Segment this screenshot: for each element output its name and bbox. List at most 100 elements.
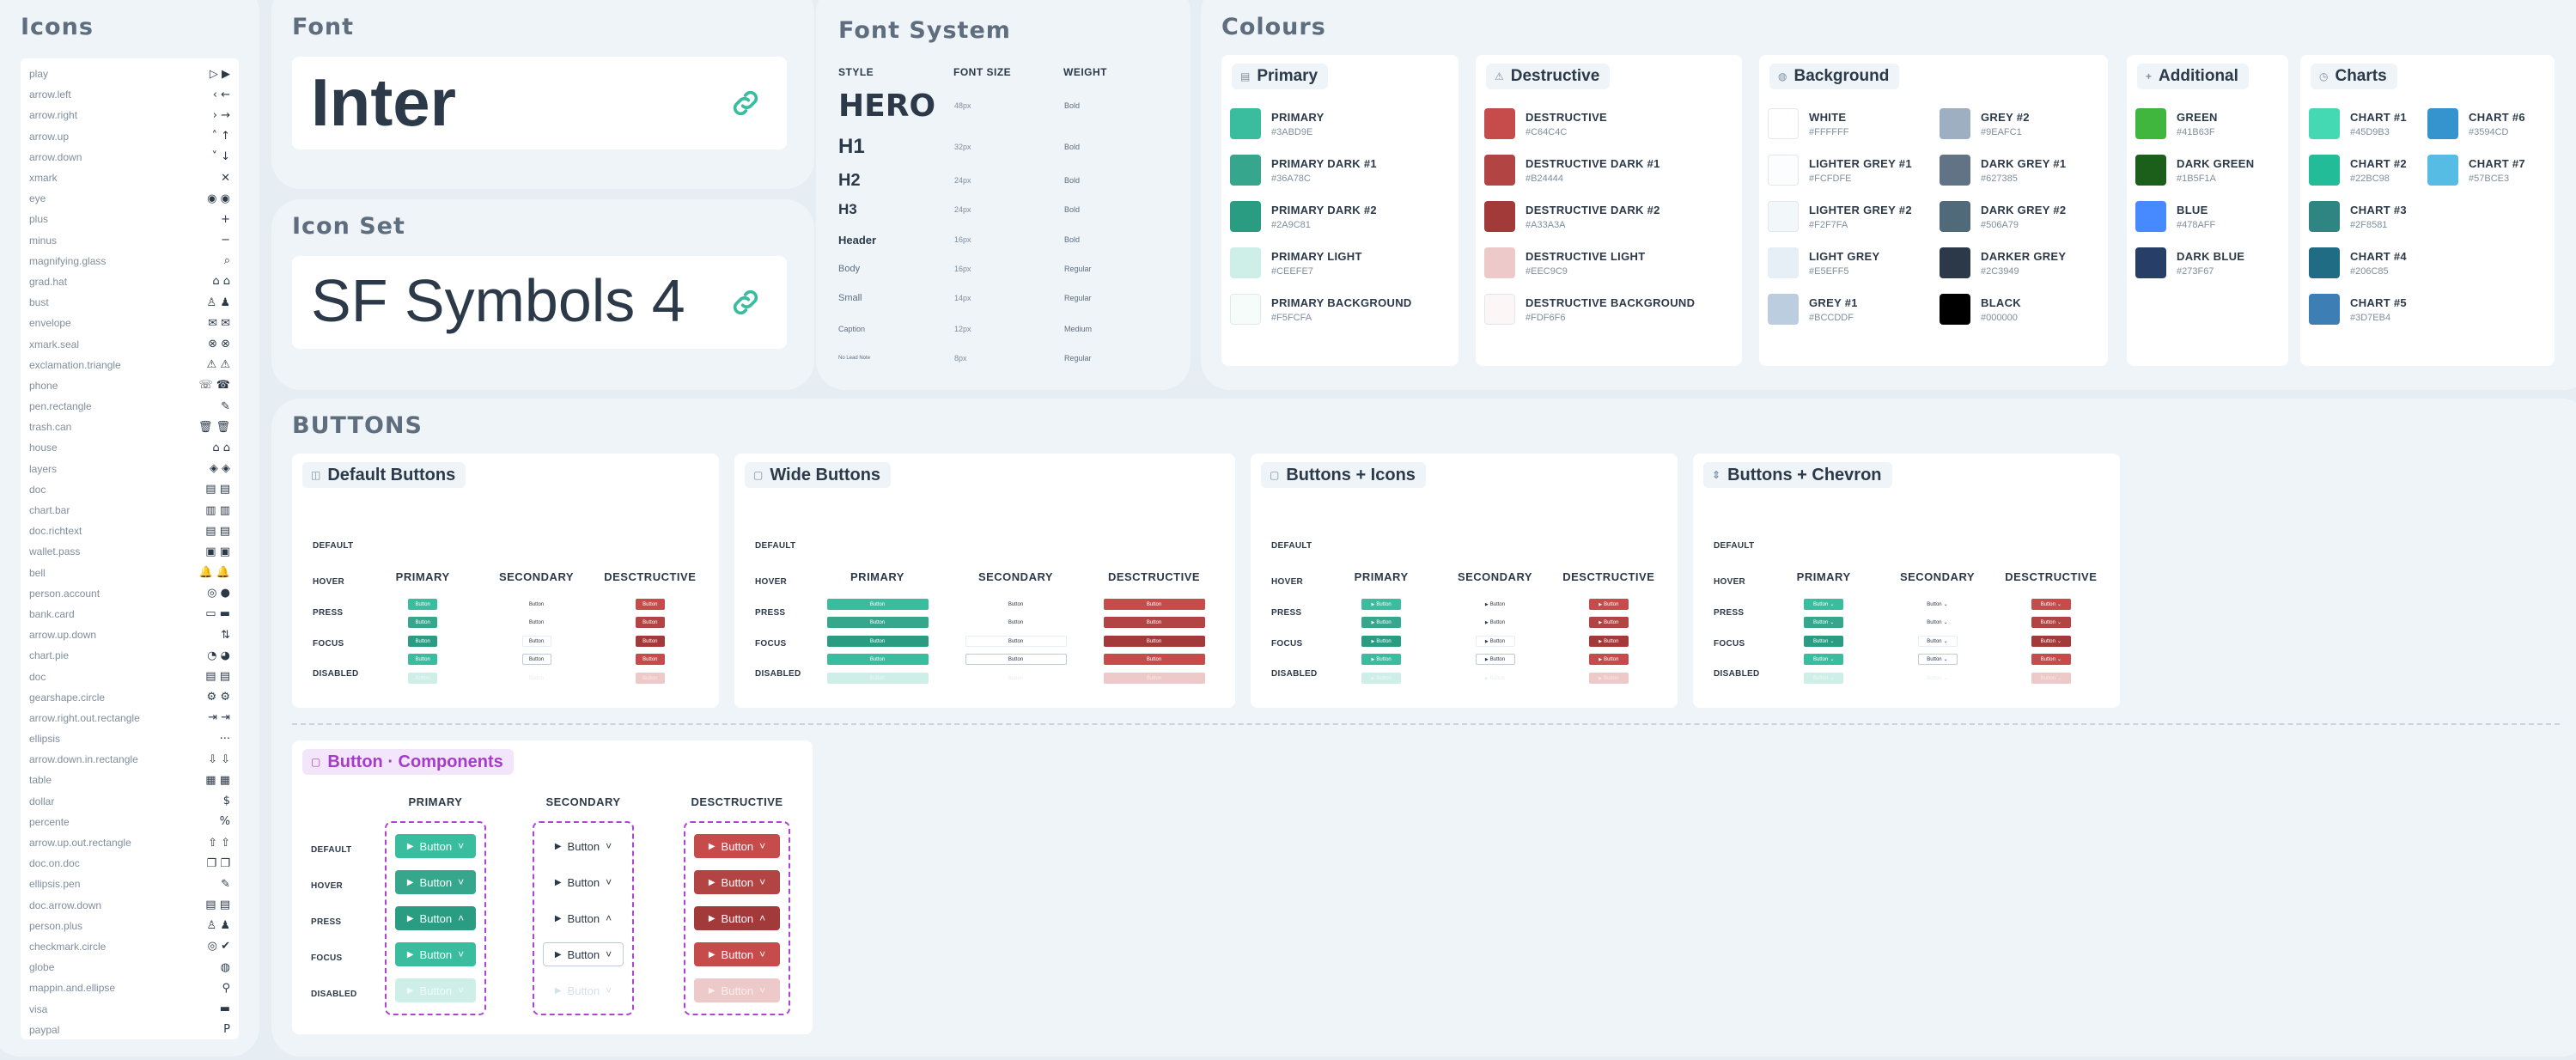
component-button[interactable]: ▶ Button ˅	[694, 978, 780, 1002]
colour-swatch-item[interactable]: GREEN #41B63F	[2135, 108, 2218, 139]
colour-swatch-item[interactable]: GREY #2 #9EAFC1	[1940, 108, 2030, 139]
colour-swatch-item[interactable]: CHART #6 #3594CD	[2427, 108, 2525, 139]
colour-swatch-item[interactable]: DESTRUCTIVE DARK #1 #B24444	[1484, 155, 1660, 186]
sample-button[interactable]: Button	[826, 636, 929, 647]
component-button[interactable]: ▶ Button ˅	[694, 834, 780, 858]
component-button[interactable]: ▶ Button ˅	[543, 942, 624, 966]
sample-button[interactable]: ▶ Button	[1361, 599, 1402, 610]
sample-button[interactable]: Button	[408, 673, 438, 684]
colour-swatch-item[interactable]: CHART #3 #2F8581	[2309, 201, 2407, 232]
component-button[interactable]: ▶ Button ˅	[543, 870, 624, 894]
sample-button[interactable]: Button	[635, 654, 665, 665]
sample-button[interactable]: Button	[635, 673, 665, 684]
sample-button[interactable]: Button	[635, 599, 665, 610]
colour-swatch-item[interactable]: DARK BLUE #273F67	[2135, 247, 2244, 278]
sample-button[interactable]: Button ⌄	[1804, 617, 1844, 628]
sample-button[interactable]: Button	[965, 654, 1067, 665]
sample-button[interactable]: Button	[965, 673, 1067, 684]
sample-button[interactable]: Button ⌄	[1804, 636, 1844, 647]
component-button[interactable]: ▶ Button ˅	[694, 942, 780, 966]
sample-button[interactable]: Button	[1103, 636, 1205, 647]
sample-button[interactable]: Button	[521, 673, 551, 684]
colour-swatch-item[interactable]: PRIMARY LIGHT #CEEFE7	[1230, 247, 1362, 278]
sample-button[interactable]: Button	[965, 636, 1067, 647]
sample-button[interactable]: Button ⌄	[2031, 599, 2071, 610]
sample-button[interactable]: Button ⌄	[2031, 617, 2071, 628]
sample-button[interactable]: ▶ Button	[1361, 636, 1402, 647]
sample-button[interactable]: Button	[521, 599, 551, 610]
colour-swatch-item[interactable]: LIGHTER GREY #2 #F2F7FA	[1768, 201, 1912, 232]
sample-button[interactable]: Button	[521, 654, 551, 665]
sample-button[interactable]: Button	[521, 617, 551, 628]
component-button[interactable]: ▶ Button ˄	[543, 906, 624, 930]
colour-swatch-item[interactable]: DARK GREEN #1B5F1A	[2135, 155, 2254, 186]
sample-button[interactable]: ▶ Button	[1588, 617, 1629, 628]
sample-button[interactable]: Button	[826, 599, 929, 610]
colour-swatch-item[interactable]: LIGHTER GREY #1 #FCFDFE	[1768, 155, 1912, 186]
colour-swatch-item[interactable]: PRIMARY BACKGROUND #F5FCFA	[1230, 294, 1412, 325]
sample-button[interactable]: Button ⌄	[1804, 673, 1844, 684]
sample-button[interactable]: Button	[521, 636, 551, 647]
sample-button[interactable]: Button	[635, 617, 665, 628]
sample-button[interactable]: ▶ Button	[1361, 654, 1402, 665]
component-button[interactable]: ▶ Button ˅	[395, 942, 476, 966]
sample-button[interactable]: Button	[1103, 654, 1205, 665]
component-button[interactable]: ▶ Button ˄	[694, 906, 780, 930]
sample-button[interactable]: Button ⌄	[1804, 654, 1844, 665]
sample-button[interactable]: Button	[826, 673, 929, 684]
colour-swatch-item[interactable]: PRIMARY #3ABD9E	[1230, 108, 1325, 139]
sample-button[interactable]: Button	[826, 617, 929, 628]
sample-button[interactable]: ▶ Button	[1361, 673, 1402, 684]
sample-button[interactable]: Button	[965, 617, 1067, 628]
colour-swatch-item[interactable]: DESTRUCTIVE #C64C4C	[1484, 108, 1607, 139]
sample-button[interactable]: Button	[1103, 673, 1205, 684]
sample-button[interactable]: ▶ Button	[1475, 673, 1515, 684]
component-button[interactable]: ▶ Button ˅	[395, 870, 476, 894]
sample-button[interactable]: Button ⌄	[1917, 599, 1958, 610]
colour-swatch-item[interactable]: CHART #2 #22BC98	[2309, 155, 2407, 186]
sample-button[interactable]: Button ⌄	[1917, 654, 1958, 665]
sample-button[interactable]: Button	[635, 636, 665, 647]
sample-button[interactable]: ▶ Button	[1475, 636, 1515, 647]
sample-button[interactable]: Button	[408, 599, 438, 610]
sample-button[interactable]: Button ⌄	[1917, 617, 1958, 628]
sample-button[interactable]: Button ⌄	[2031, 636, 2071, 647]
colour-swatch-item[interactable]: PRIMARY DARK #1 #36A78C	[1230, 155, 1377, 186]
sample-button[interactable]: Button	[965, 599, 1067, 610]
colour-swatch-item[interactable]: PRIMARY DARK #2 #2A9C81	[1230, 201, 1377, 232]
sample-button[interactable]: ▶ Button	[1475, 617, 1515, 628]
sample-button[interactable]: Button ⌄	[1917, 636, 1958, 647]
link-icon[interactable]	[728, 285, 763, 320]
colour-swatch-item[interactable]: CHART #4 #206C85	[2309, 247, 2407, 278]
colour-swatch-item[interactable]: DESTRUCTIVE LIGHT #EEC9C9	[1484, 247, 1645, 278]
colour-swatch-item[interactable]: GREY #1 #BCCDDF	[1768, 294, 1858, 325]
sample-button[interactable]: Button ⌄	[1804, 599, 1844, 610]
colour-swatch-item[interactable]: DARK GREY #2 #506A79	[1940, 201, 2066, 232]
component-button[interactable]: ▶ Button ˅	[395, 978, 476, 1002]
sample-button[interactable]: Button	[408, 636, 438, 647]
colour-swatch-item[interactable]: CHART #7 #57BCE3	[2427, 155, 2525, 186]
sample-button[interactable]: ▶ Button	[1588, 673, 1629, 684]
sample-button[interactable]: Button ⌄	[2031, 654, 2071, 665]
sample-button[interactable]: Button	[1103, 599, 1205, 610]
colour-swatch-item[interactable]: CHART #5 #3D7EB4	[2309, 294, 2407, 325]
component-button[interactable]: ▶ Button ˄	[395, 906, 476, 930]
colour-swatch-item[interactable]: DESTRUCTIVE BACKGROUND #FDF6F6	[1484, 294, 1695, 325]
component-button[interactable]: ▶ Button ˅	[543, 978, 624, 1002]
colour-swatch-item[interactable]: BLACK #000000	[1940, 294, 2021, 325]
colour-swatch-item[interactable]: DARK GREY #1 #627385	[1940, 155, 2066, 186]
sample-button[interactable]: Button	[1103, 617, 1205, 628]
colour-swatch-item[interactable]: DESTRUCTIVE DARK #2 #A33A3A	[1484, 201, 1660, 232]
component-button[interactable]: ▶ Button ˅	[694, 870, 780, 894]
sample-button[interactable]: Button ⌄	[1917, 673, 1958, 684]
sample-button[interactable]: Button	[408, 654, 438, 665]
colour-swatch-item[interactable]: DARKER GREY #2C3949	[1940, 247, 2066, 278]
sample-button[interactable]: Button	[408, 617, 438, 628]
sample-button[interactable]: Button ⌄	[2031, 673, 2071, 684]
colour-swatch-item[interactable]: CHART #1 #45D9B3	[2309, 108, 2407, 139]
sample-button[interactable]: ▶ Button	[1361, 617, 1402, 628]
sample-button[interactable]: ▶ Button	[1588, 654, 1629, 665]
component-button[interactable]: ▶ Button ˅	[395, 834, 476, 858]
sample-button[interactable]: ▶ Button	[1475, 599, 1515, 610]
colour-swatch-item[interactable]: LIGHT GREY #E5EFF5	[1768, 247, 1879, 278]
